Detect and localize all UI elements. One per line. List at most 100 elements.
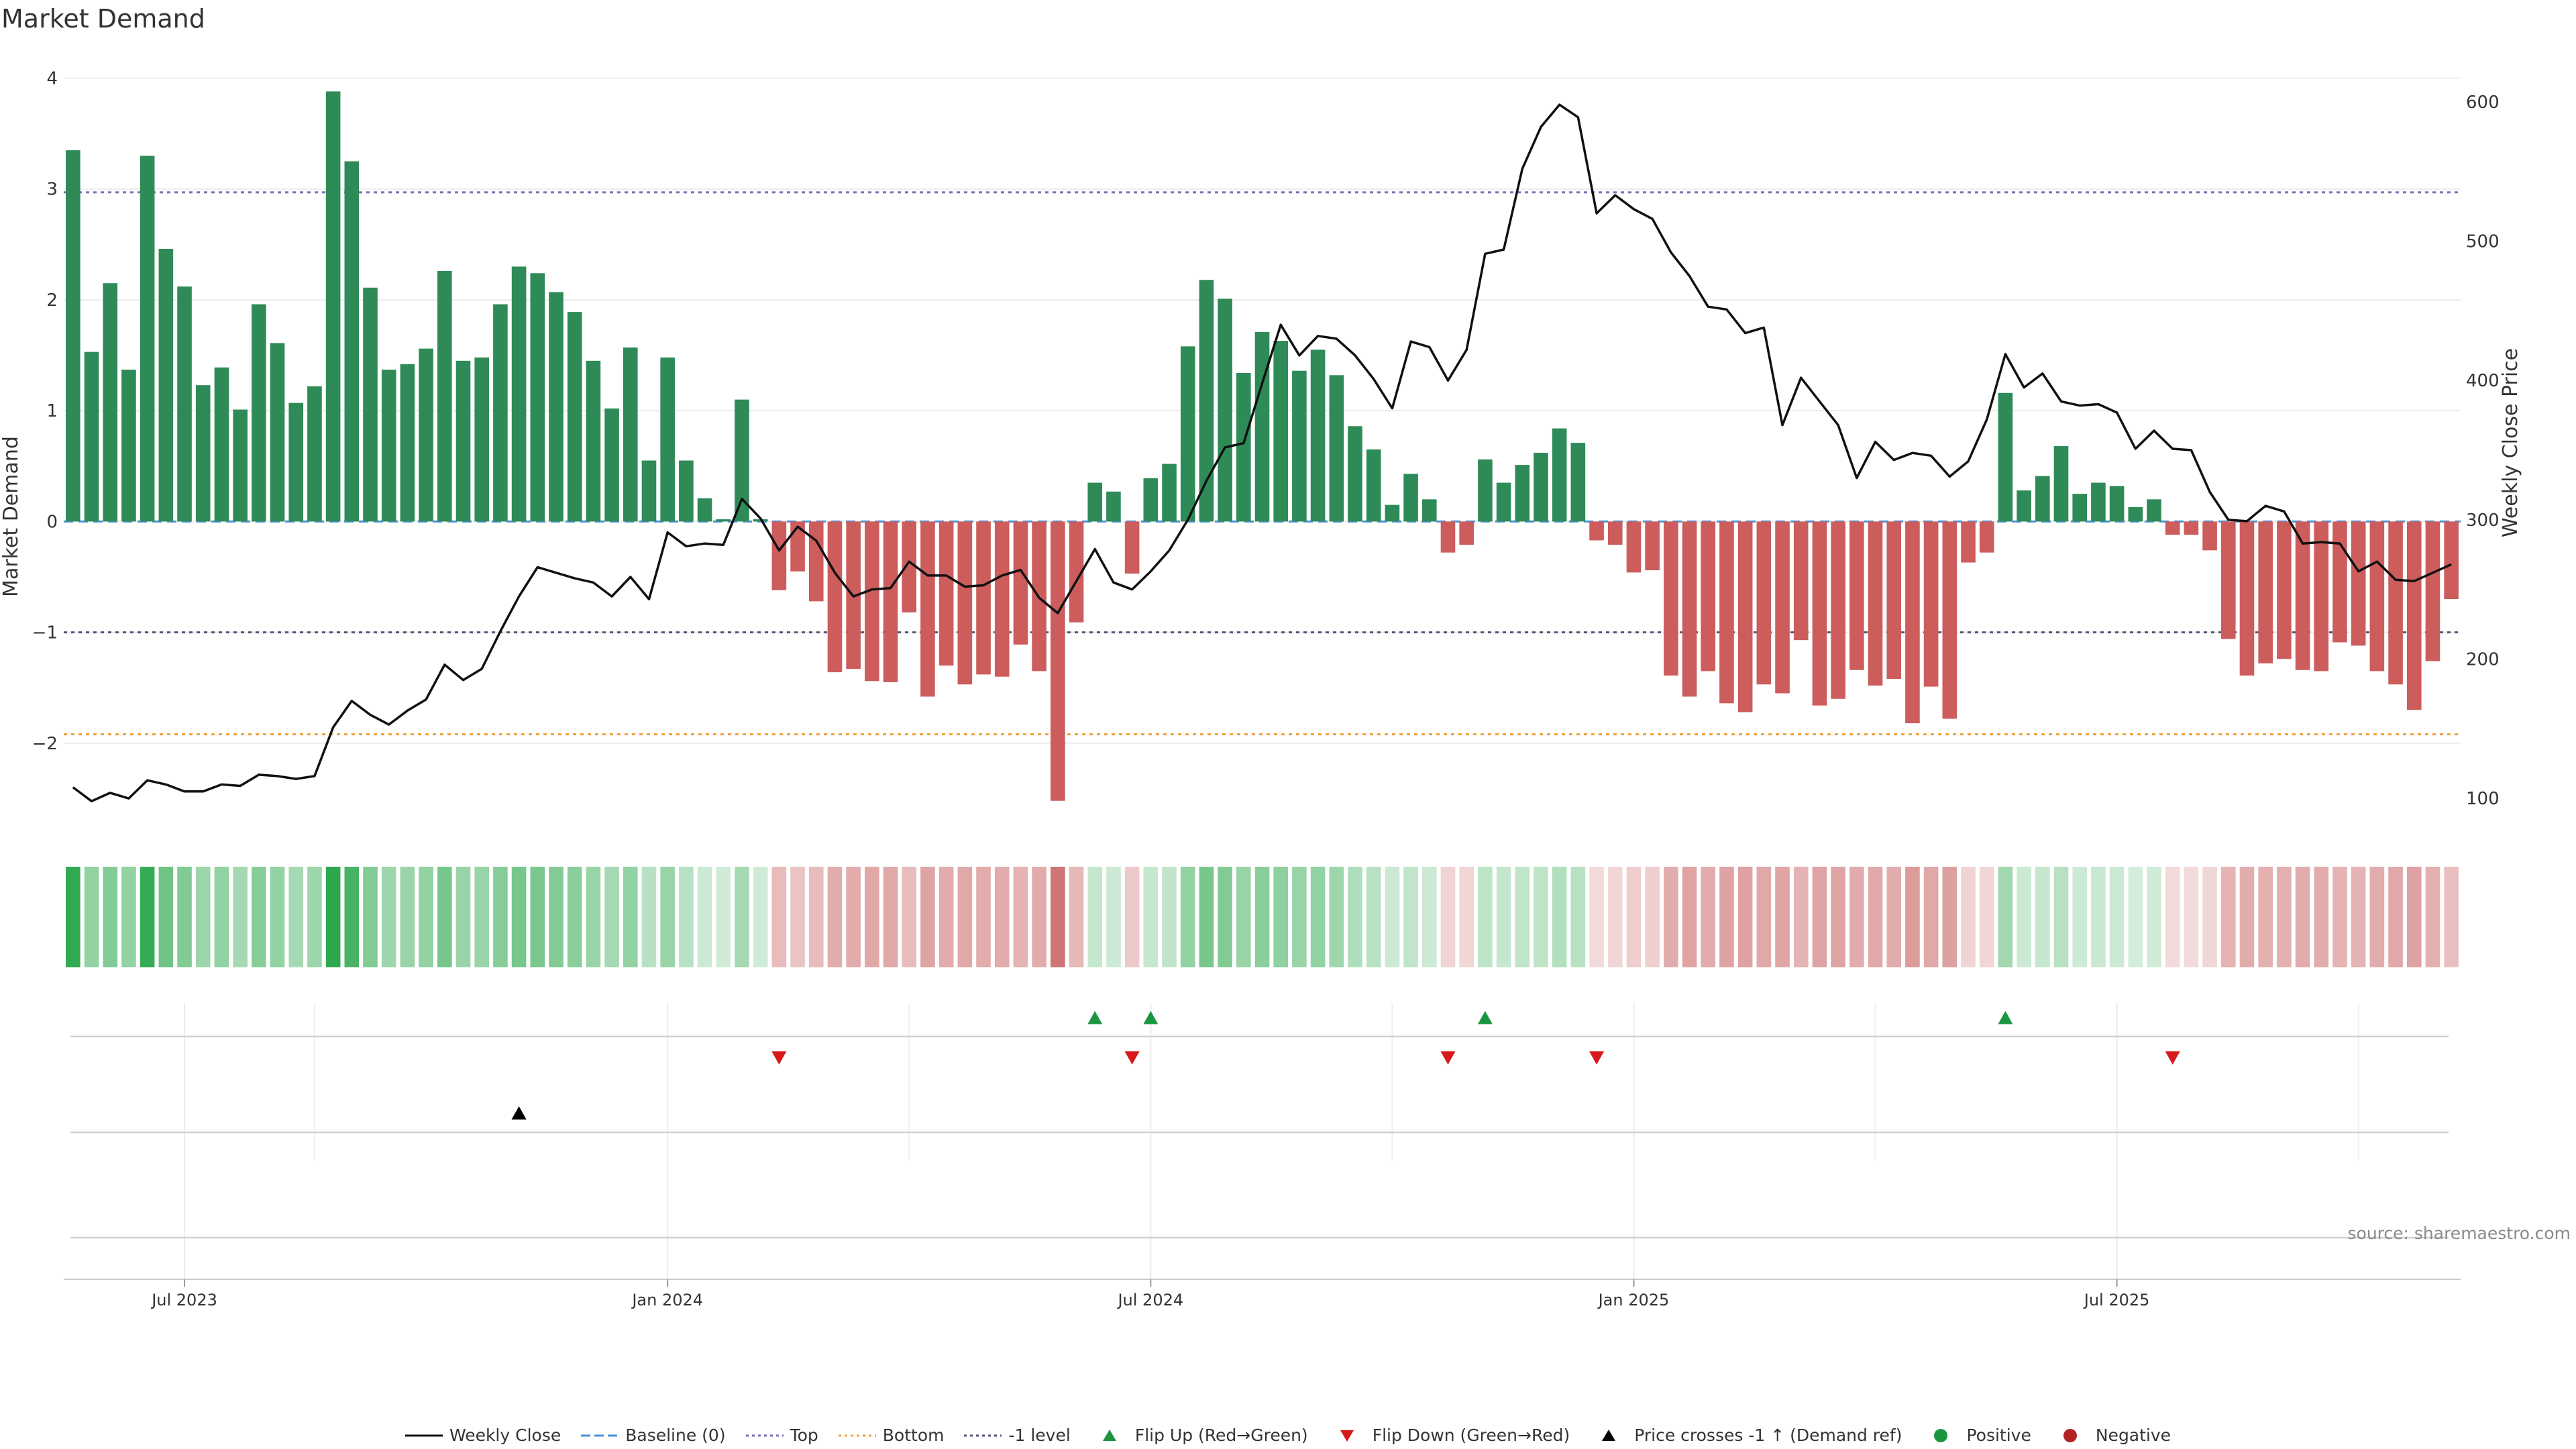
axes: 4 3 2 1 0 −1 −2 600 500 400 300 200 100 (32, 69, 2500, 810)
demand-bar (1701, 521, 1716, 672)
legend-label: Weekly Close (449, 1426, 561, 1445)
intensity-cell (735, 867, 749, 967)
y-tick-label: 2 (46, 290, 58, 311)
intensity-cell (493, 867, 508, 967)
demand-bar (1348, 426, 1362, 522)
intensity-cell (1923, 867, 1939, 967)
demand-bar (437, 271, 452, 522)
demand-bar (586, 360, 601, 522)
demand-bar (1199, 280, 1214, 522)
intensity-cell (419, 867, 433, 967)
demand-bar (1961, 521, 1976, 563)
demand-bar (344, 161, 360, 522)
intensity-cell (1607, 867, 1623, 967)
demand-bar (307, 386, 322, 522)
intensity-cell (1515, 867, 1530, 967)
demand-bar (1162, 464, 1177, 522)
demand-bar (84, 352, 99, 522)
demand-bar (1143, 478, 1159, 522)
demand-bar (1069, 521, 1084, 623)
intensity-cell (195, 867, 211, 967)
legend-label: Price crosses -1 ↑ (Demand ref) (1634, 1426, 1902, 1445)
intensity-cell (920, 867, 935, 967)
demand-bar (697, 498, 712, 522)
demand-bar (957, 521, 973, 685)
demand-bar (2035, 476, 2050, 522)
intensity-cell (549, 867, 564, 967)
intensity-cell (1180, 867, 1195, 967)
intensity-cell (1459, 867, 1474, 967)
y-tick-label: −2 (32, 734, 58, 754)
y-tick-label: −1 (32, 623, 58, 643)
demand-bar (2425, 521, 2440, 661)
legend-item: Bottom (838, 1426, 944, 1445)
legend-triangle-up-icon (1602, 1429, 1616, 1441)
demand-bar (2406, 521, 2422, 710)
demand-bar (1180, 346, 1195, 522)
demand-bar (233, 409, 248, 522)
demand-bar (455, 360, 471, 522)
intensity-cell (103, 867, 118, 967)
intensity-cell (1348, 867, 1362, 967)
demand-bar (1923, 521, 1939, 687)
intensity-cell (994, 867, 1010, 967)
demand-bar (623, 347, 638, 522)
demand-bars (66, 91, 2459, 801)
intensity-cell (1868, 867, 1883, 967)
demand-bar (1756, 521, 1772, 685)
intensity-cell (641, 867, 657, 967)
demand-bar (474, 357, 489, 522)
demand-bar (1515, 465, 1530, 522)
legend-item: Flip Down (Green→Red) (1328, 1426, 1570, 1445)
intensity-cell (1942, 867, 1957, 967)
y2-tick-label: 500 (2466, 232, 2500, 252)
demand-bar (1664, 521, 1678, 676)
demand-bar (1979, 521, 1994, 553)
x-tick-label: Jan 2024 (631, 1291, 703, 1309)
demand-bar (1478, 459, 1493, 522)
intensity-cell (567, 867, 582, 967)
flip-down-marker (1440, 1051, 1456, 1065)
y2-tick-label: 300 (2466, 511, 2500, 531)
demand-bar (716, 519, 731, 522)
intensity-cell (1961, 867, 1976, 967)
demand-bar (2220, 521, 2236, 639)
demand-bar (1812, 521, 1827, 706)
y-tick-label: 4 (46, 69, 58, 89)
intensity-cell (1273, 867, 1288, 967)
intensity-cell (586, 867, 601, 967)
legend-item: Baseline (0) (581, 1426, 726, 1445)
demand-bar (1459, 521, 1474, 545)
demand-bar (363, 287, 378, 522)
intensity-cell (2295, 867, 2310, 967)
legend-label: Top (790, 1426, 818, 1445)
intensity-cell (2091, 867, 2106, 967)
intensity-cell (140, 867, 155, 967)
y-tick-label: 3 (46, 180, 58, 200)
legend-label: Negative (2095, 1426, 2171, 1445)
legend-swatch (2063, 1428, 2077, 1442)
x-tick-label: Jul 2025 (2083, 1291, 2150, 1309)
intensity-cell (827, 867, 843, 967)
demand-bar (103, 283, 118, 522)
intensity-cell (604, 867, 619, 967)
legend-triangle-down-icon (1340, 1430, 1354, 1442)
flip-down-marker (771, 1051, 787, 1065)
demand-bar (976, 521, 991, 675)
demand-bar (158, 248, 174, 522)
intensity-cell (2017, 867, 2031, 967)
demand-bar (214, 367, 229, 522)
legend-item: Weekly Close (405, 1426, 561, 1445)
legend-swatch (745, 1434, 784, 1436)
intensity-cell (1218, 867, 1232, 967)
demand-bar (1440, 521, 1456, 553)
intensity-cell (1143, 867, 1159, 967)
intensity-cell (2035, 867, 2050, 967)
intensity-cell (1421, 867, 1437, 967)
demand-bar (2147, 499, 2161, 522)
intensity-cell (2128, 867, 2143, 967)
demand-bar (2017, 490, 2031, 522)
demand-bar (66, 150, 80, 522)
intensity-cell (976, 867, 991, 967)
demand-bar (1273, 341, 1288, 522)
